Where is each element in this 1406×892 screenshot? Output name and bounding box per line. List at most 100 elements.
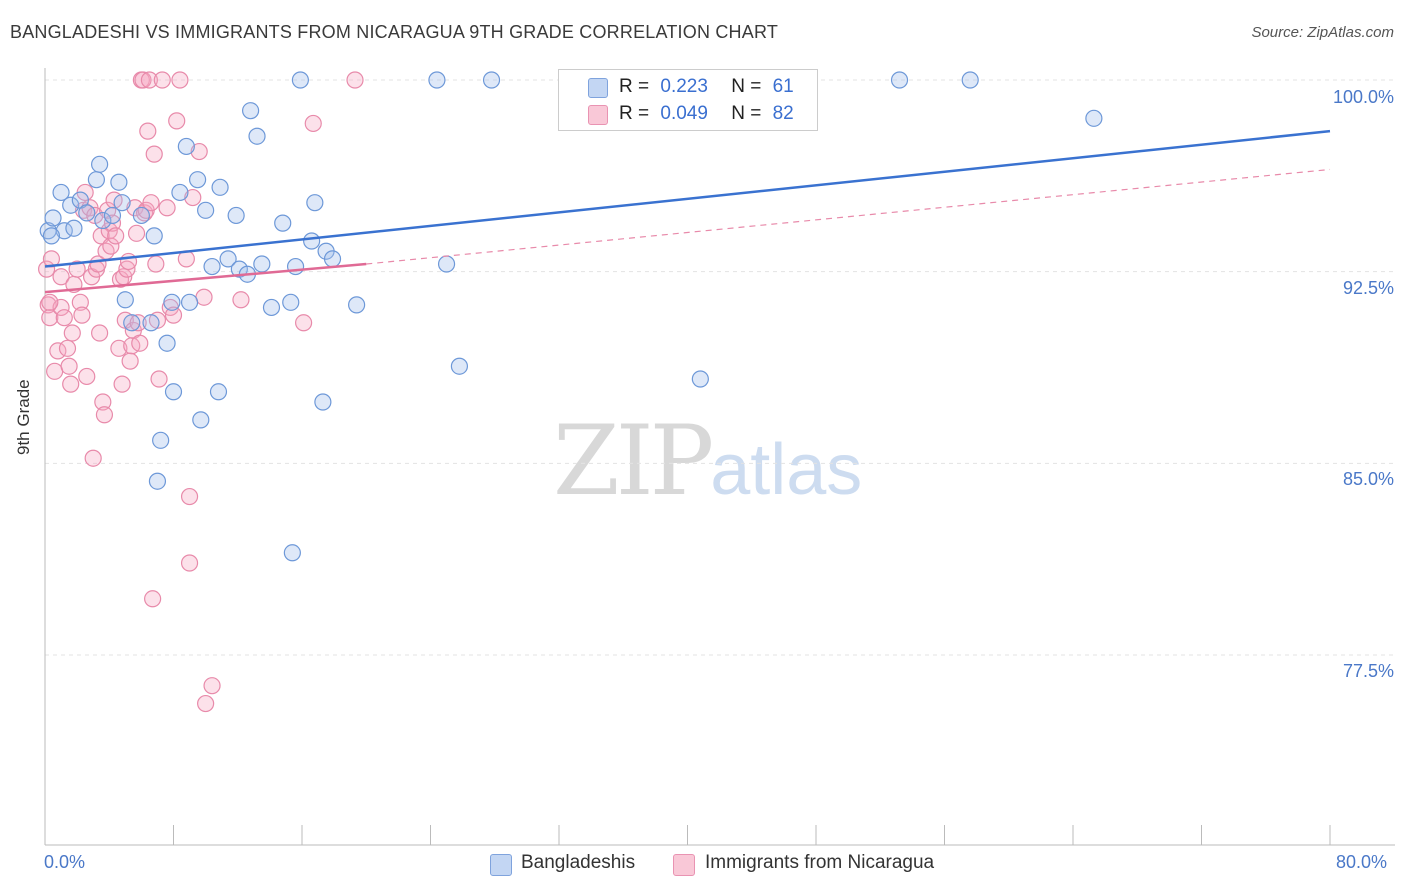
bangladeshi-point (42, 227, 61, 245)
bangladeshi-point (103, 206, 122, 225)
nicaragua-point (145, 145, 163, 163)
nicaragua-point (134, 71, 152, 89)
nicaragua-point (71, 293, 89, 311)
bangladeshi-point (65, 219, 83, 237)
bangladeshi-point (87, 171, 106, 189)
bangladeshi-point (437, 255, 456, 273)
nicaragua-trend-extension (366, 168, 1331, 265)
nicaragua-point (68, 260, 86, 278)
bangladeshi-point (209, 383, 228, 401)
x-tick-label: 80.0% (1336, 852, 1388, 872)
nicaragua-point (129, 314, 147, 332)
legend-r-value: 0.049 (660, 103, 708, 124)
watermark-zip: ZIP (553, 405, 714, 517)
bottom-legend-swatch-pink (673, 854, 695, 876)
nicaragua-point (63, 324, 81, 342)
bangladeshi-trend-line (44, 129, 1331, 268)
bangladeshi-point (961, 71, 979, 89)
bottom-legend-bangladeshis: Bangladeshis (521, 852, 636, 873)
nicaragua-point (52, 298, 70, 317)
nicaragua-point (140, 71, 159, 89)
nicaragua-point (78, 367, 96, 386)
bangladeshi-point (171, 183, 189, 202)
bangladeshi-point (44, 209, 62, 227)
nicaragua-point (55, 309, 73, 327)
nicaragua-point (39, 296, 57, 314)
bangladeshi-point (192, 411, 210, 429)
legend-swatch-pink (588, 105, 608, 125)
nicaragua-point (142, 194, 160, 212)
nicaragua-point (184, 188, 202, 207)
bangladeshi-point (274, 214, 292, 232)
bangladeshi-point (691, 370, 709, 388)
bangladeshi-point (291, 71, 309, 89)
bangladeshi-point (348, 296, 366, 314)
legend-r-value: 0.223 (660, 76, 708, 97)
nicaragua-point (180, 487, 199, 506)
legend-n-label: N = (731, 103, 762, 124)
y-axis-label: 9th Grade (14, 379, 33, 455)
nicaragua-point (49, 342, 67, 360)
bangladeshi-point (177, 137, 195, 156)
bangladeshi-point (428, 71, 446, 89)
legend-swatch-blue (588, 78, 608, 98)
bangladeshi-point (180, 293, 199, 311)
y-tick-label: 92.5% (1342, 278, 1394, 298)
chart-title: BANGLADESHI VS IMMIGRANTS FROM NICARAGUA… (10, 22, 779, 42)
bangladeshi-point (142, 314, 160, 332)
nicaragua-point (91, 324, 109, 342)
bangladeshi-point (303, 232, 321, 250)
watermark-atlas: atlas (710, 430, 863, 510)
nicaragua-point (139, 122, 157, 140)
bangladeshi-point (55, 222, 73, 240)
legend-n-value: 82 (772, 103, 794, 124)
bangladeshi-point (253, 255, 271, 273)
bangladeshi-point (306, 194, 324, 212)
bangladeshi-point (248, 127, 266, 145)
nicaragua-point (119, 252, 138, 271)
bangladeshi-point (158, 334, 176, 352)
nicaragua-point (135, 204, 154, 222)
bangladeshi-point (219, 250, 237, 268)
bangladeshi-point (286, 257, 305, 276)
nicaragua-point (131, 334, 149, 352)
nicaragua-point (110, 339, 128, 357)
bangladeshi-point (94, 211, 112, 230)
nicaragua-point (190, 142, 208, 161)
nicaragua-point (197, 694, 215, 713)
nicaragua-point (127, 224, 146, 242)
bangladeshi-point (262, 298, 281, 317)
nicaragua-point (84, 449, 102, 467)
nicaragua-point (107, 227, 125, 245)
bangladeshi-point (188, 171, 207, 189)
bangladeshi-point (314, 393, 332, 411)
bangladeshi-point (450, 357, 469, 375)
bangladeshi-point (482, 71, 501, 89)
source-label: Source: ZipAtlas.com (1251, 24, 1394, 41)
watermark: ZIPatlas (553, 405, 862, 517)
bangladeshi-point (91, 155, 109, 173)
nicaragua-point (94, 393, 112, 411)
bangladeshi-point (164, 383, 183, 401)
nicaragua-point (102, 237, 120, 255)
legend-row-bangladeshis: R = 0.223 N = 61 (619, 76, 794, 98)
bangladeshi-point (323, 250, 342, 268)
bangladeshi-point (242, 102, 260, 120)
bangladeshi-point (890, 71, 909, 89)
legend-n-label: N = (731, 76, 762, 97)
nicaragua-point (41, 309, 59, 327)
bottom-legend-swatch-blue (490, 854, 512, 876)
bangladeshi-point (113, 194, 131, 212)
nicaragua-point (62, 375, 80, 393)
bangladeshi-point (132, 206, 150, 225)
bangladeshi-point (62, 196, 80, 214)
legend-r-label: R = (619, 76, 650, 97)
nicaragua-point (147, 255, 165, 273)
nicaragua-point (195, 288, 213, 306)
stats-legend: R = 0.223 N = 61 R = 0.049 N = 82 (558, 69, 818, 131)
nicaragua-point (113, 375, 131, 393)
bangladeshi-point (123, 314, 141, 332)
nicaragua-point (111, 270, 130, 288)
nicaragua-point (60, 357, 78, 375)
